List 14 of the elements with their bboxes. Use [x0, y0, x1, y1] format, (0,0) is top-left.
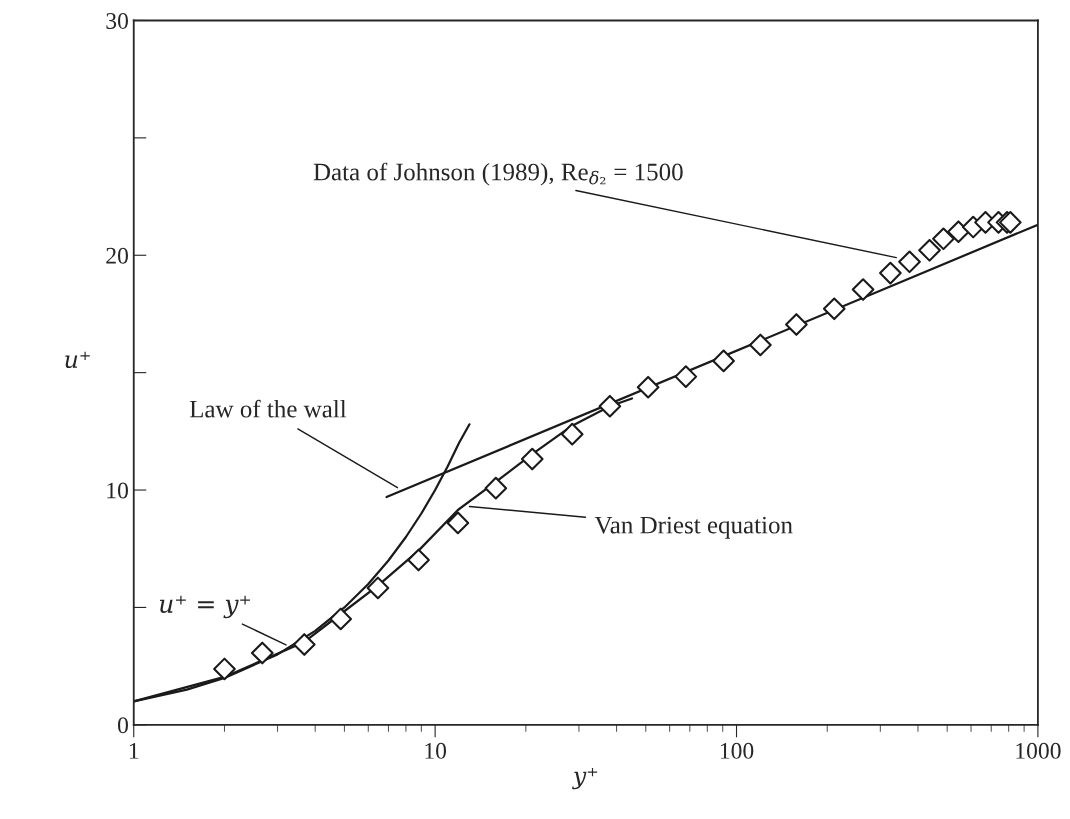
x-axis-title: y⁺ [572, 767, 598, 790]
y-axis-title: u⁺ [65, 351, 90, 369]
x-tick-label: 1 [129, 742, 139, 759]
y-tick-label: 30 [106, 12, 128, 29]
y-tick-label: 10 [107, 482, 128, 499]
x-tick-label: 100 [720, 742, 754, 759]
annotation: Law of the wall [189, 399, 347, 418]
annotation: Data of Johnson (1989), Re$_{δ₂}$ = 1500 [313, 162, 683, 186]
x-tick-label: 1000 [1016, 742, 1061, 759]
annotation: u⁺ = y⁺ [159, 595, 250, 619]
y-tick-label: 0 [117, 717, 128, 734]
y-tick-label: 20 [106, 247, 128, 264]
annotation: Van Driest equation [594, 516, 793, 539]
x-tick-label: 10 [425, 742, 447, 759]
